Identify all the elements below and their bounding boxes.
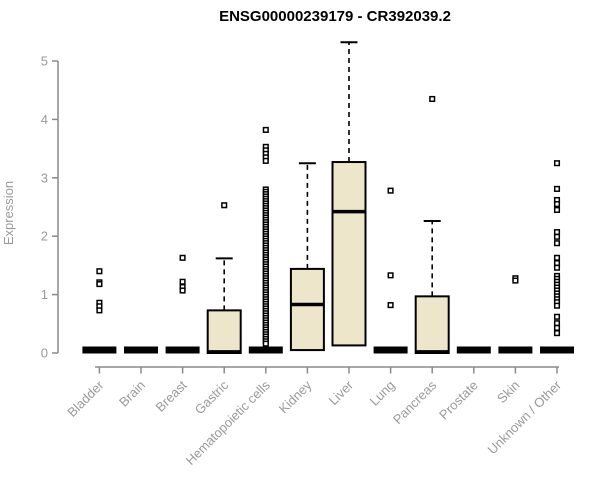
y-tick-label: 3 xyxy=(41,170,48,185)
outlier-skin xyxy=(512,277,519,284)
box-brain xyxy=(124,346,158,354)
outlier-unknown-other xyxy=(553,185,561,192)
x-tick-label-prostate: Prostate xyxy=(436,378,481,423)
outlier-bladder xyxy=(96,268,103,275)
box-liver xyxy=(331,161,367,347)
outlier-unknown-other xyxy=(553,313,561,320)
outlier-unknown-other xyxy=(553,302,561,309)
box-kidney xyxy=(289,267,325,352)
y-tick-label: 0 xyxy=(41,346,48,361)
outlier-unknown-other xyxy=(553,324,561,331)
box-pancreas xyxy=(414,295,450,354)
box-unknown-other xyxy=(540,346,574,354)
outlier-breast xyxy=(179,254,186,261)
x-tick-label-unknown-other: Unknown / Other xyxy=(485,377,565,457)
outlier-unknown-other xyxy=(553,330,561,337)
y-tick-label: 2 xyxy=(41,229,48,244)
x-tick-label-bladder: Bladder xyxy=(64,377,107,420)
x-tick-label-skin: Skin xyxy=(494,378,522,406)
outlier-unknown-other xyxy=(553,206,561,213)
x-tick-label-breast: Breast xyxy=(153,377,190,414)
outlier-unknown-other xyxy=(553,260,561,267)
box-bladder xyxy=(82,346,117,354)
x-tick-label-liver: Liver xyxy=(326,377,357,408)
outlier-hematopoietic-cells xyxy=(262,126,269,133)
box-hematopoietic-cells xyxy=(248,346,283,354)
outlier-bladder xyxy=(96,281,103,288)
x-tick-label-kidney: Kidney xyxy=(276,377,315,416)
outlier-unknown-other xyxy=(553,201,561,208)
box-lung xyxy=(373,346,408,354)
outlier-unknown-other xyxy=(553,320,561,327)
outlier-unknown-other xyxy=(553,160,561,167)
box-skin xyxy=(498,346,533,354)
outlier-lung xyxy=(387,302,394,309)
outlier-breast xyxy=(179,278,186,285)
box-gastric xyxy=(206,309,242,355)
box-breast xyxy=(165,346,200,354)
x-tick-label-pancreas: Pancreas xyxy=(390,377,440,427)
outlier-breast xyxy=(179,287,186,294)
y-tick-label: 4 xyxy=(41,112,48,127)
outlier-unknown-other xyxy=(553,229,561,236)
outlier-unknown-other xyxy=(553,264,561,271)
outlier-unknown-other xyxy=(553,254,561,261)
outlier-lung xyxy=(387,187,394,194)
x-tick-label-lung: Lung xyxy=(367,378,398,409)
outlier-lung xyxy=(387,272,394,279)
outlier-pancreas xyxy=(429,95,436,103)
outlier-gastric xyxy=(221,202,228,209)
box-prostate xyxy=(456,346,491,354)
outlier-unknown-other xyxy=(553,240,561,247)
y-tick-label: 1 xyxy=(41,287,48,302)
x-tick-label-gastric: Gastric xyxy=(192,377,232,417)
outlier-bladder xyxy=(96,307,103,314)
y-tick-label: 5 xyxy=(41,54,48,69)
x-tick-label-brain: Brain xyxy=(116,378,148,410)
outlier-hematopoietic-cells xyxy=(262,157,269,164)
outlier-hematopoietic-cells xyxy=(262,340,269,347)
chart-title: ENSG00000239179 - CR392039.2 xyxy=(219,8,451,25)
outlier-unknown-other xyxy=(553,233,561,240)
